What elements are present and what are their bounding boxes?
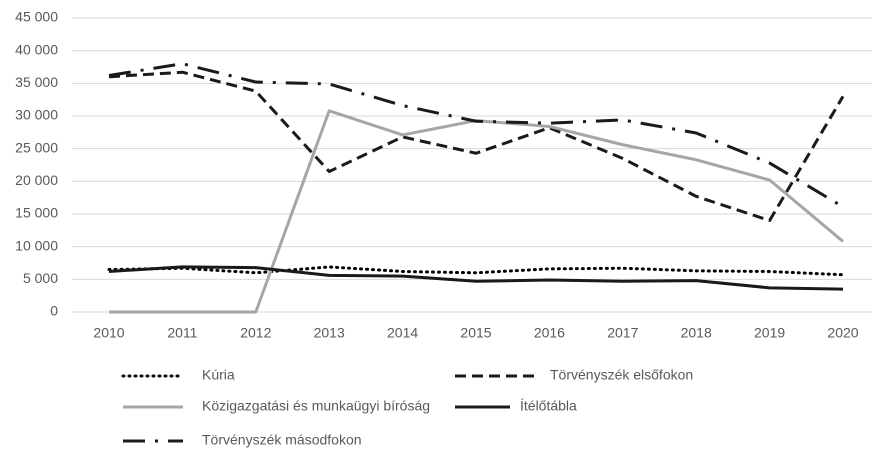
series-line xyxy=(108,265,844,291)
x-tick-label: 2015 xyxy=(460,325,491,341)
y-tick-label: 15 000 xyxy=(15,205,58,221)
series-line xyxy=(108,70,845,223)
x-tick-label: 2018 xyxy=(681,325,712,341)
series-line xyxy=(108,62,844,209)
legend-label: Kúria xyxy=(202,367,235,383)
y-tick-label: 45 000 xyxy=(15,9,58,25)
x-tick-label: 2020 xyxy=(827,325,858,341)
x-tick-label: 2012 xyxy=(240,325,271,341)
y-tick-label: 5 000 xyxy=(23,270,58,286)
legend-label: Ítélőtábla xyxy=(520,398,577,414)
x-tick-label: 2017 xyxy=(607,325,638,341)
series-line xyxy=(107,265,845,277)
legend-label: Közigazgatási és munkaügyi bíróság xyxy=(202,398,430,414)
y-tick-label: 30 000 xyxy=(15,107,58,123)
x-tick-label: 2011 xyxy=(167,325,197,341)
x-tick-label: 2016 xyxy=(534,325,565,341)
y-tick-label: 25 000 xyxy=(15,139,58,155)
y-tick-label: 0 xyxy=(50,303,58,319)
x-tick-label: 2013 xyxy=(314,325,345,341)
y-tick-label: 20 000 xyxy=(15,172,58,188)
x-tick-label: 2010 xyxy=(93,325,124,341)
x-tick-label: 2019 xyxy=(754,325,785,341)
y-tick-label: 10 000 xyxy=(15,237,58,253)
x-tick-label: 2014 xyxy=(387,325,418,341)
legend-label: Törvényszék elsőfokon xyxy=(550,367,693,383)
y-tick-label: 35 000 xyxy=(15,74,58,90)
y-tick-label: 40 000 xyxy=(15,41,58,57)
legend-label: Törvényszék másodfokon xyxy=(202,432,362,448)
